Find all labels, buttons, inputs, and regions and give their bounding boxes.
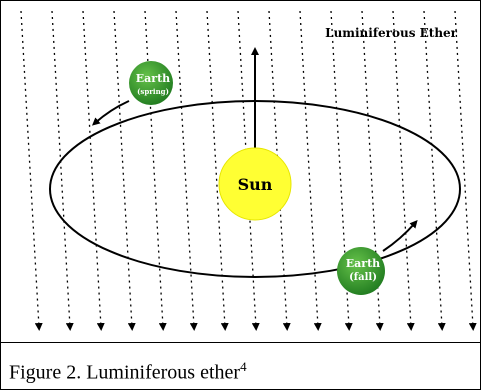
ether-ray xyxy=(145,11,163,327)
diagram: Sun Earth (spring) Earth (fall) Luminife… xyxy=(1,1,480,342)
ether-ray xyxy=(176,11,194,327)
earth-label: Earth xyxy=(136,72,170,85)
ether-title: Luminiferous Ether xyxy=(325,26,458,40)
caption: Figure 2. Luminiferous ether4 xyxy=(1,342,480,389)
ether-ray xyxy=(455,11,473,327)
ether-ray xyxy=(114,11,132,327)
earth-label: Earth xyxy=(346,257,380,270)
ether-ray xyxy=(83,11,101,327)
ether-ray xyxy=(300,11,318,327)
spring-arrow xyxy=(95,101,129,123)
caption-text: Figure 2. Luminiferous ether xyxy=(9,362,240,384)
ether-ray xyxy=(21,11,39,327)
ether-ray xyxy=(393,11,411,327)
figure: Sun Earth (spring) Earth (fall) Luminife… xyxy=(0,0,481,390)
sun-label: Sun xyxy=(238,175,273,194)
earth-sublabel: (spring) xyxy=(137,87,169,96)
earth-fall xyxy=(337,247,385,295)
footnote: 4 xyxy=(240,359,247,374)
ether-ray xyxy=(424,11,442,327)
earth-sublabel: (fall) xyxy=(349,272,377,283)
